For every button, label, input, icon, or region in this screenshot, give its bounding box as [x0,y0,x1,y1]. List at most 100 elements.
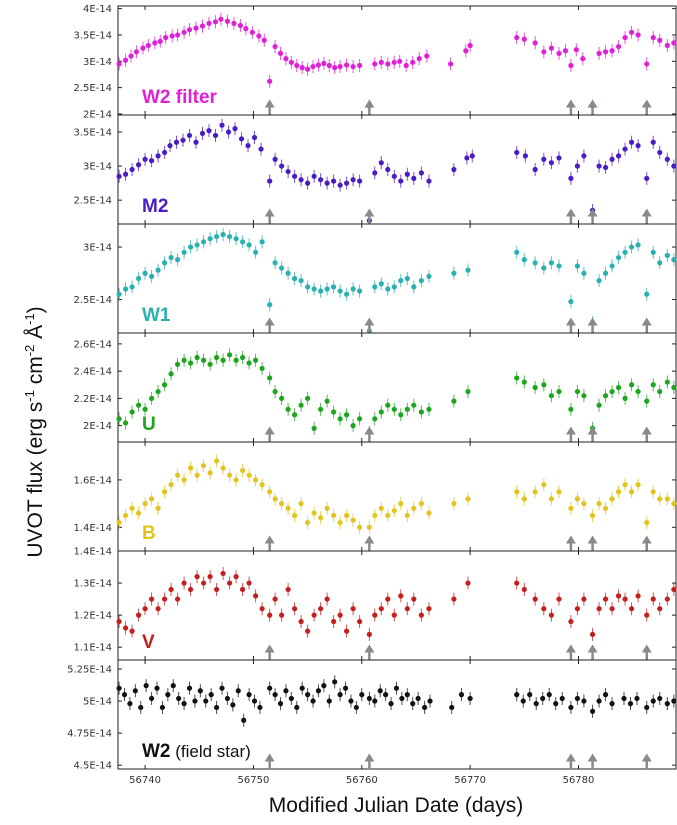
data-point [285,406,291,412]
marker-arrow-head [565,317,576,326]
data-point [163,34,169,41]
panel-label: U [142,414,156,435]
panels-layer: 2E-14 2.5E-14 3E-14 3.5E-14 4E-14 W2 filter 2.… [67,4,677,772]
data-point [344,291,350,297]
data-point [581,393,587,399]
data-point [324,180,330,186]
data-point [532,40,538,46]
marker-arrow-head [641,426,652,435]
data-point [671,384,677,391]
data-point [267,78,273,84]
data-point [521,36,527,42]
y-tick-label: 2E-14 [83,421,112,432]
data-point [602,393,609,399]
data-point [168,254,174,261]
marker-arrow-head [565,99,576,108]
y-tick-label: 1.6E-14 [73,475,112,486]
data-point [256,33,262,39]
data-point [657,37,663,43]
data-point [520,698,526,704]
data-point [449,704,455,711]
y-axis-title: UVOT flux (erg s-1 cm-2 Å-1) [22,306,47,557]
marker-arrow-head [587,317,598,326]
data-point [219,122,225,128]
data-point [426,406,432,412]
data-point [615,43,622,50]
data-point [249,29,255,35]
data-point [644,61,650,67]
y-tick-label: 2.6E-14 [73,339,112,350]
panel-4: 1.4E-14 1.6E-14 B [73,441,677,552]
data-point [357,288,363,294]
data-point [411,596,417,602]
data-point [176,695,182,702]
y-tick-label: 4.75E-14 [67,729,112,740]
data-point [574,388,581,395]
panel-6: 4.5E-14 4.75E-14 5E-14 5.25E-14 W2 (field st… [67,659,677,772]
data-point [415,695,421,702]
data-point [540,695,546,702]
data-point [514,149,520,156]
marker-arrow-head [587,644,598,653]
data-point [240,354,246,361]
data-point [225,129,232,135]
data-point [337,692,343,698]
data-point [556,388,562,395]
data-point [253,357,259,363]
data-point [174,596,181,602]
data-point [372,416,378,422]
data-point [546,692,552,698]
data-point [559,695,565,702]
data-point [129,505,135,511]
data-point [609,156,615,162]
data-point [315,62,322,68]
marker-arrow-head [565,535,576,544]
data-point [644,291,650,297]
data-point [657,260,663,266]
marker-arrow-head [264,535,275,544]
data-point [378,281,384,287]
data-point [581,153,587,159]
data-point [514,34,520,41]
data-point [385,512,391,519]
panel-label: W1 [142,305,171,326]
data-point [298,618,304,625]
marker-arrow-head [565,644,576,653]
data-point [581,270,587,276]
data-point [237,22,244,29]
data-point [416,56,422,62]
marker-arrow-head [264,317,275,326]
y-axis-title-main: UVOT flux (erg s [24,402,47,558]
data-point [451,166,457,173]
data-point [318,288,324,294]
data-point [227,580,233,586]
data-point [556,489,562,495]
data-point [628,489,635,495]
data-point [366,524,372,530]
data-point [148,596,155,602]
data-point [596,277,602,284]
data-point [541,482,547,488]
x-tick-label: 56770 [454,775,486,786]
data-point [644,704,650,711]
data-point [465,388,471,395]
data-point [553,701,559,707]
marker-arrow-head [364,535,375,544]
panel-label: W2 (field star) [142,741,251,762]
y-tick-label: 3E-14 [83,243,112,254]
data-point [187,360,194,366]
data-point [596,50,602,56]
data-point [227,472,233,478]
data-point [628,606,635,612]
data-point [122,625,129,631]
data-point [671,501,677,507]
data-point [451,398,457,404]
y-tick-label: 1.3E-14 [73,579,112,590]
data-point [671,163,677,169]
data-point [574,695,581,702]
data-point [635,593,641,599]
data-point [521,257,527,263]
data-point [292,173,298,179]
data-point [285,270,291,276]
y-tick-label: 2.5E-14 [73,196,112,207]
